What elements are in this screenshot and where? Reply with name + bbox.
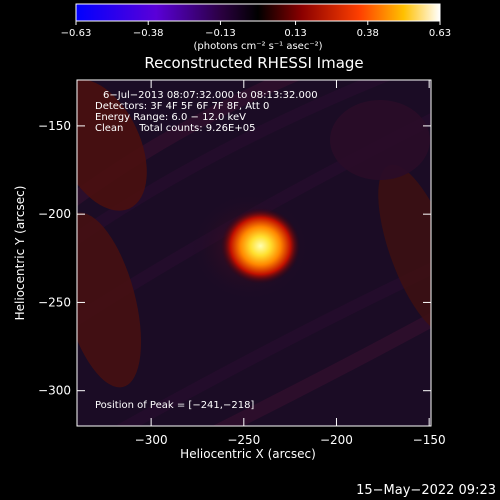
- footer-date: 15−May−2022 09:23: [356, 483, 496, 498]
- annotation-energy-range: Energy Range: 6.0 − 12.0 keV: [95, 112, 246, 123]
- colorbar-tick-label: 0.63: [429, 28, 451, 39]
- colorbar-tick-label: −0.63: [61, 28, 92, 39]
- y-tick-label: −200: [38, 207, 71, 221]
- colorbar-tick-label: 0.38: [357, 28, 379, 39]
- x-tick-label: −200: [320, 433, 353, 447]
- colorbar-tick-label: 0.13: [284, 28, 306, 39]
- annotation-time-range: 6−Jul−2013 08:07:32.000 to 08:13:32.000: [103, 90, 318, 101]
- y-axis-ticks: −150 −200 −250 −300: [38, 119, 431, 398]
- image-area: [77, 80, 431, 426]
- peak-position-label: Position of Peak = [−241,−218]: [95, 400, 254, 411]
- peak-source: [220, 207, 301, 284]
- y-axis-label: Heliocentric Y (arcsec): [13, 186, 27, 321]
- annotation-counts: Clean Total counts: 9.26E+05: [95, 123, 255, 134]
- x-tick-label: −150: [413, 433, 446, 447]
- colorbar-tick-label: −0.13: [205, 28, 236, 39]
- colorbar-unit-label: (photons cm⁻² s⁻¹ asec⁻²): [193, 41, 322, 52]
- x-axis-ticks: −300 −250 −200 −150: [135, 80, 446, 447]
- plot-frame: [76, 79, 432, 427]
- x-tick-label: −250: [227, 433, 260, 447]
- colorbar: [75, 3, 441, 22]
- y-tick-label: −250: [38, 295, 71, 309]
- y-tick-label: −300: [38, 384, 71, 398]
- y-tick-label: −150: [38, 119, 71, 133]
- x-axis-label: Heliocentric X (arcsec): [180, 447, 316, 461]
- chart-title: Reconstructed RHESSI Image: [144, 54, 363, 72]
- colorbar-ticks: −0.63 −0.38 −0.13 0.13 0.38 0.63: [61, 21, 451, 39]
- colorbar-tick-label: −0.38: [133, 28, 164, 39]
- x-tick-label: −300: [135, 433, 168, 447]
- annotation-detectors: Detectors: 3F 4F 5F 6F 7F 8F, Att 0: [95, 101, 269, 112]
